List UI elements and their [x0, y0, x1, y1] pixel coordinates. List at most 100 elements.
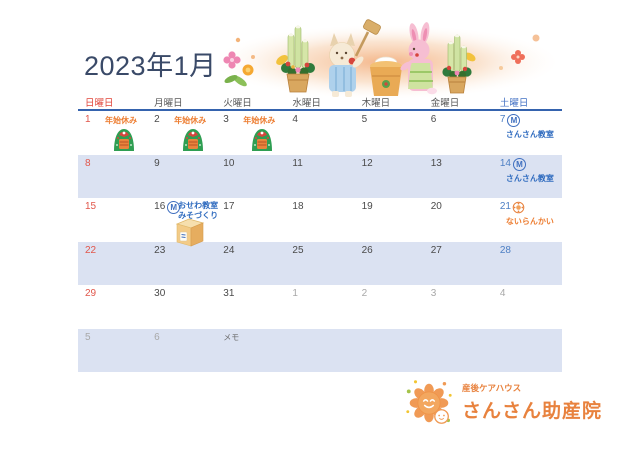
- day-number: 20: [430, 201, 442, 212]
- day-number: 7: [499, 114, 506, 125]
- m-circle-badge-icon: M: [512, 157, 526, 171]
- day-number: 2: [154, 114, 160, 125]
- day-number: 31: [223, 288, 235, 299]
- day-number: 11: [292, 157, 303, 169]
- calendar-cell: 19: [355, 198, 424, 242]
- day-number: 6: [430, 114, 437, 125]
- new-year-wreath-icon: [249, 125, 275, 153]
- day-number: 26: [361, 244, 373, 256]
- event-label-line: さんさん教室: [505, 130, 554, 139]
- day-number: 2: [361, 288, 368, 299]
- weekday-header-1: 月曜日: [154, 98, 183, 109]
- calendar-cell: 25: [285, 242, 354, 286]
- calendar-cell: 14 M さんさん教室: [493, 155, 562, 199]
- calendar-cell: 20: [424, 198, 493, 242]
- calendar-rows: 1 年始休み 2 年始休み 3 年始休み 4 5 6 7 M さんさん教室 8 9 10 11 12 13 14 M さ…: [78, 111, 562, 372]
- new-year-wreath-icon: [180, 125, 206, 153]
- day-number: 5: [85, 331, 91, 343]
- memo-label: メモ: [223, 332, 240, 342]
- calendar-cell: 9: [147, 155, 216, 199]
- calendar-cell: 1 年始休み: [78, 111, 147, 155]
- day-number: 4: [292, 114, 298, 125]
- day-number: 6: [154, 331, 160, 343]
- calendar-cell: 22: [78, 242, 147, 286]
- calendar-cell: [285, 329, 354, 373]
- day-number: 12: [361, 157, 373, 169]
- calendar-cell: [355, 329, 424, 373]
- banner-svg: [214, 19, 558, 99]
- event-label-line: さんさん教室: [505, 173, 554, 183]
- calendar-cell: 31: [216, 285, 285, 329]
- day-number: 16: [154, 201, 166, 212]
- calendar-cell: 1: [285, 285, 354, 329]
- clinic-subtitle: 産後ケアハウス: [462, 383, 522, 393]
- weekday-header-6: 土曜日: [499, 98, 529, 109]
- day-number: 8: [85, 157, 91, 169]
- calendar-cell: 5: [355, 111, 424, 155]
- calendar-cell: 2: [355, 285, 424, 329]
- miso-box-icon: [171, 218, 207, 248]
- weekday-header-2: 火曜日: [223, 98, 252, 109]
- kadomatsu-icon-2: [442, 34, 476, 94]
- clinic-logo: 産後ケアハウス さんさん助産院: [402, 376, 602, 435]
- calendar-cell: 30: [147, 285, 216, 329]
- calendar-cell: 10: [216, 155, 285, 199]
- event-label: さんさん教室: [506, 129, 554, 140]
- day-number: 10: [223, 157, 235, 169]
- new-year-banner-illustration: [214, 12, 566, 100]
- day-number: 28: [499, 244, 511, 256]
- calendar-cell: 3: [424, 285, 493, 329]
- calendar-row-2: 15 16 M おせわ教室 みそづくり 17 18 19 20 21 ないらんかい: [78, 198, 562, 247]
- event-label: おせわ教室 みそづくり: [178, 201, 218, 220]
- day-number: 24: [223, 244, 235, 256]
- event-label: さんさん教室: [506, 173, 554, 184]
- day-number: 19: [361, 201, 373, 212]
- event-label: 年始休み: [105, 115, 137, 126]
- calendar-cell: 8: [78, 155, 147, 199]
- event-label-line: 年始休み: [243, 116, 276, 125]
- event-label-line: 年始休み: [105, 116, 137, 125]
- calendar-cell: [493, 329, 562, 373]
- day-number: 15: [85, 201, 97, 212]
- calendar-table: 日曜日 月曜日 火曜日 水曜日 木曜日 金曜日 土曜日 1 年始休み 2 年始休み 3 年始休み 4 5 6…: [78, 92, 562, 372]
- weekday-header-row: 日曜日 月曜日 火曜日 水曜日 木曜日 金曜日 土曜日: [78, 92, 562, 111]
- m-circle-badge-icon: M: [507, 114, 521, 127]
- kadomatsu-icon: [276, 25, 315, 93]
- calendar-cell: 13: [424, 155, 493, 199]
- calendar-cell: 18: [285, 198, 354, 242]
- day-number: 21: [499, 201, 511, 212]
- day-number: 29: [85, 288, 97, 299]
- day-number: 27: [430, 244, 442, 256]
- day-number: 30: [154, 288, 166, 299]
- m-circle-badge-icon: M: [167, 201, 181, 214]
- calendar-cell: 7 M さんさん教室: [493, 111, 562, 155]
- page-title: 2023年1月: [84, 51, 217, 81]
- weekday-header-0: 日曜日: [85, 98, 114, 109]
- event-label-line: みそづくり: [178, 210, 219, 220]
- calendar-cell: 17: [216, 198, 285, 242]
- day-number: 3: [223, 114, 229, 125]
- new-year-wreath-icon: [111, 125, 137, 153]
- calendar-cell: 27: [424, 242, 493, 286]
- day-number: 1: [85, 114, 91, 125]
- calendar-cell: 11: [285, 155, 354, 199]
- event-label: 年始休み: [174, 115, 206, 126]
- clinic-logo-text: 産後ケアハウス さんさん助産院: [462, 376, 602, 435]
- calendar-cell: 26: [355, 242, 424, 286]
- calendar-cell: [424, 329, 493, 373]
- day-number: 23: [154, 244, 166, 256]
- calendar-row-0: 1 年始休み 2 年始休み 3 年始休み 4 5 6 7 M さんさん教室: [78, 111, 562, 155]
- calendar-cell: 15: [78, 198, 147, 242]
- mochi-mortar-icon: [370, 56, 402, 96]
- day-number: 13: [430, 157, 442, 169]
- day-number: 3: [430, 288, 437, 299]
- day-number: 14: [499, 157, 511, 169]
- sun-circle-badge-icon: [512, 201, 525, 214]
- calendar-row-1: 8 9 10 11 12 13 14 M さんさん教室: [78, 154, 562, 199]
- calendar-cell: 4: [493, 285, 562, 329]
- day-number: 18: [292, 201, 304, 212]
- calendar-cell: メモ: [216, 329, 285, 373]
- day-number: 9: [154, 157, 160, 169]
- event-label-line: 年始休み: [174, 116, 207, 125]
